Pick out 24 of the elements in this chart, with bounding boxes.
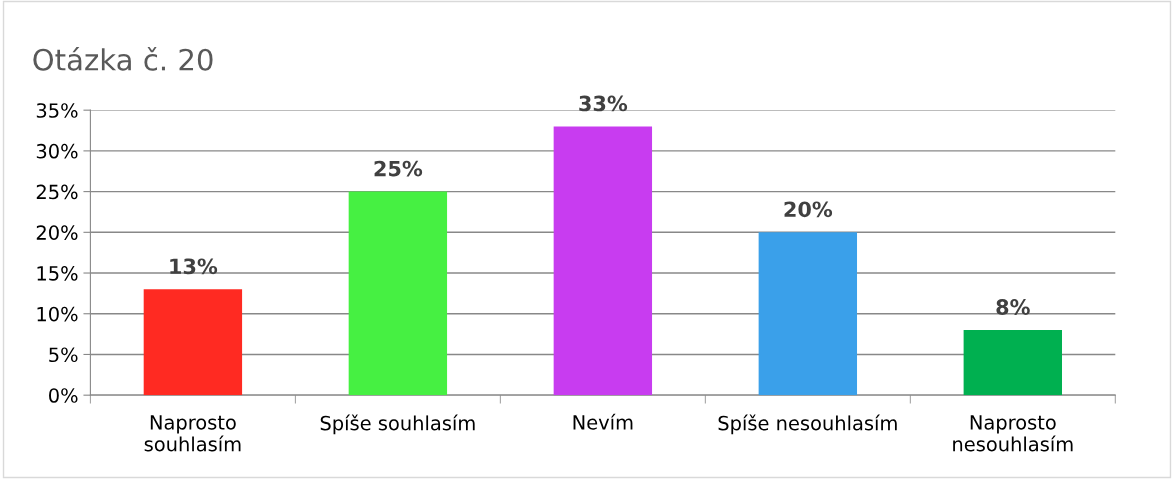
y-tick-label: 15% [37,265,78,281]
bar [963,330,1063,396]
x-tick-label: Spíše nesouhlasím [718,414,897,435]
y-tick-label: 0% [49,388,78,403]
data-label: 8% [996,299,1030,315]
y-tick-label: 35% [36,103,78,118]
y-tick-label: 5% [49,347,78,363]
x-tick-label: Naprosto nesouhlasím [953,415,1073,452]
x-tick-label: Spíše souhlasím [320,414,475,435]
bar [348,191,448,396]
data-label: 25% [374,160,423,177]
x-tick-label: Naprosto souhlasím [144,415,241,452]
bar [143,289,243,396]
data-label: 20% [784,201,833,218]
bar [553,126,653,396]
bar [758,232,858,396]
chart-title: Otázka č. 20 [33,46,213,71]
y-tick-label: 30% [36,143,78,159]
y-tick-label: 20% [36,225,78,240]
x-tick-label: Nevím [573,413,633,430]
y-tick-label: 10% [37,306,78,322]
y-tick-label: 25% [36,184,78,200]
data-label: 13% [170,258,218,275]
data-label: 33% [579,95,628,112]
